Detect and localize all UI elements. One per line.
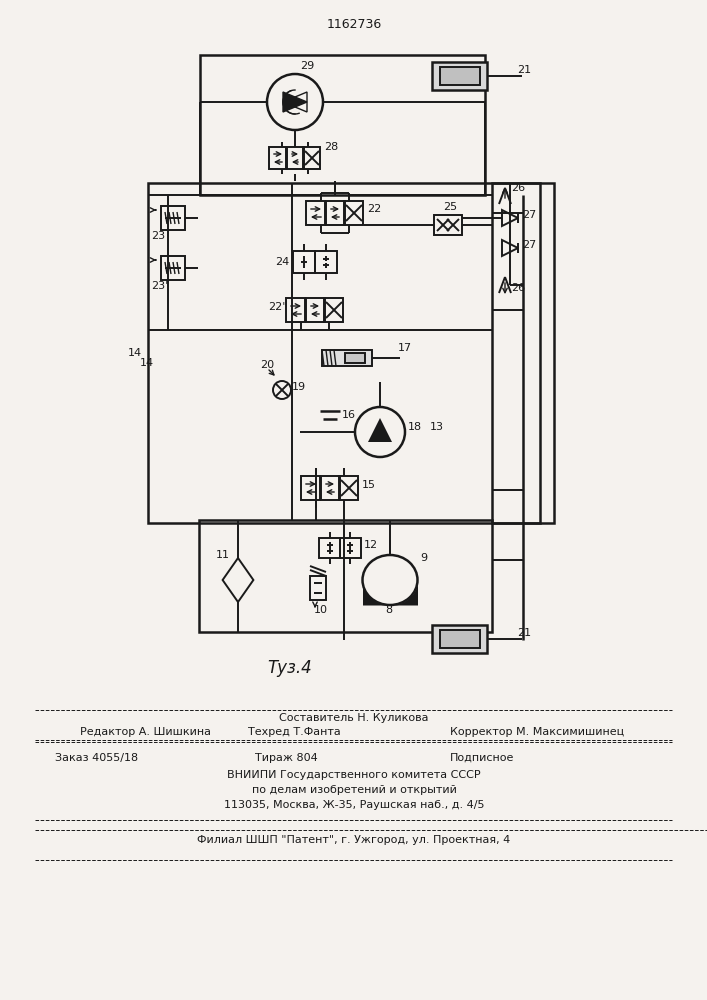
- Bar: [324, 298, 343, 322]
- Bar: [326, 201, 345, 225]
- Bar: [440, 630, 480, 648]
- Bar: [148, 183, 540, 523]
- Text: 23': 23': [151, 281, 168, 291]
- Text: Составитель Н. Куликова: Составитель Н. Куликова: [279, 713, 428, 723]
- Bar: [322, 350, 372, 366]
- Text: 9: 9: [420, 553, 427, 563]
- Text: 24: 24: [275, 257, 289, 267]
- Bar: [199, 520, 492, 632]
- Bar: [434, 215, 462, 235]
- Text: 18: 18: [408, 422, 422, 432]
- Text: 14: 14: [128, 348, 142, 358]
- Text: 10: 10: [314, 605, 328, 615]
- Text: 22: 22: [367, 204, 381, 214]
- Text: 1162736: 1162736: [327, 18, 382, 31]
- Text: 25: 25: [443, 202, 457, 212]
- Bar: [306, 298, 325, 322]
- Polygon shape: [368, 418, 392, 442]
- Text: 26: 26: [511, 283, 525, 293]
- Bar: [321, 476, 340, 500]
- Text: 21: 21: [517, 65, 531, 75]
- Bar: [286, 298, 305, 322]
- Bar: [432, 625, 487, 653]
- Bar: [303, 147, 320, 169]
- Text: 15: 15: [362, 480, 376, 490]
- Text: 8: 8: [385, 605, 392, 615]
- Bar: [306, 201, 325, 225]
- Bar: [319, 538, 340, 558]
- Bar: [161, 256, 185, 280]
- Text: 19: 19: [292, 382, 306, 392]
- Text: Τуз.4: Τуз.4: [268, 659, 312, 677]
- Text: 17: 17: [398, 343, 412, 353]
- Text: Филиал ШШП "Патент", г. Ужгород, ул. Проектная, 4: Филиал ШШП "Патент", г. Ужгород, ул. Про…: [197, 835, 510, 845]
- Bar: [345, 353, 365, 363]
- Text: 29: 29: [300, 61, 314, 71]
- Text: 20: 20: [260, 360, 274, 370]
- Bar: [339, 476, 358, 500]
- Text: 16: 16: [342, 410, 356, 420]
- Text: Заказ 4055/18: Заказ 4055/18: [55, 753, 138, 763]
- Text: 26: 26: [511, 183, 525, 193]
- Bar: [287, 147, 304, 169]
- Text: 21: 21: [517, 628, 531, 638]
- Polygon shape: [283, 92, 307, 112]
- Bar: [440, 67, 480, 85]
- Text: по делам изобретений и открытий: по делам изобретений и открытий: [252, 785, 457, 795]
- Text: 27: 27: [522, 210, 536, 220]
- Text: 22': 22': [268, 302, 286, 312]
- Text: 113035, Москва, Ж-35, Раушская наб., д. 4/5: 113035, Москва, Ж-35, Раушская наб., д. …: [223, 800, 484, 810]
- Text: 12: 12: [364, 540, 378, 550]
- Text: 13: 13: [430, 422, 444, 432]
- Text: 14: 14: [140, 358, 154, 368]
- Bar: [340, 538, 361, 558]
- Bar: [432, 62, 487, 90]
- Bar: [293, 251, 315, 273]
- Text: Подписное: Подписное: [450, 753, 515, 763]
- Bar: [301, 476, 320, 500]
- Text: Редактор А. Шишкина: Редактор А. Шишкина: [80, 727, 211, 737]
- Bar: [344, 201, 363, 225]
- Bar: [200, 55, 485, 195]
- Text: Техред Т.Фанта: Техред Т.Фанта: [248, 727, 341, 737]
- Text: Корректор М. Максимишинец: Корректор М. Максимишинец: [450, 727, 624, 737]
- Text: 28: 28: [324, 142, 338, 152]
- Text: 23: 23: [151, 231, 165, 241]
- Bar: [161, 206, 185, 230]
- Bar: [269, 147, 286, 169]
- Bar: [492, 183, 554, 523]
- Text: 27: 27: [522, 240, 536, 250]
- Text: Тираж 804: Тираж 804: [255, 753, 317, 763]
- Text: ВНИИПИ Государственного комитета СССР: ВНИИПИ Государственного комитета СССР: [227, 770, 481, 780]
- Bar: [310, 576, 326, 600]
- Bar: [315, 251, 337, 273]
- Text: 11: 11: [216, 550, 230, 560]
